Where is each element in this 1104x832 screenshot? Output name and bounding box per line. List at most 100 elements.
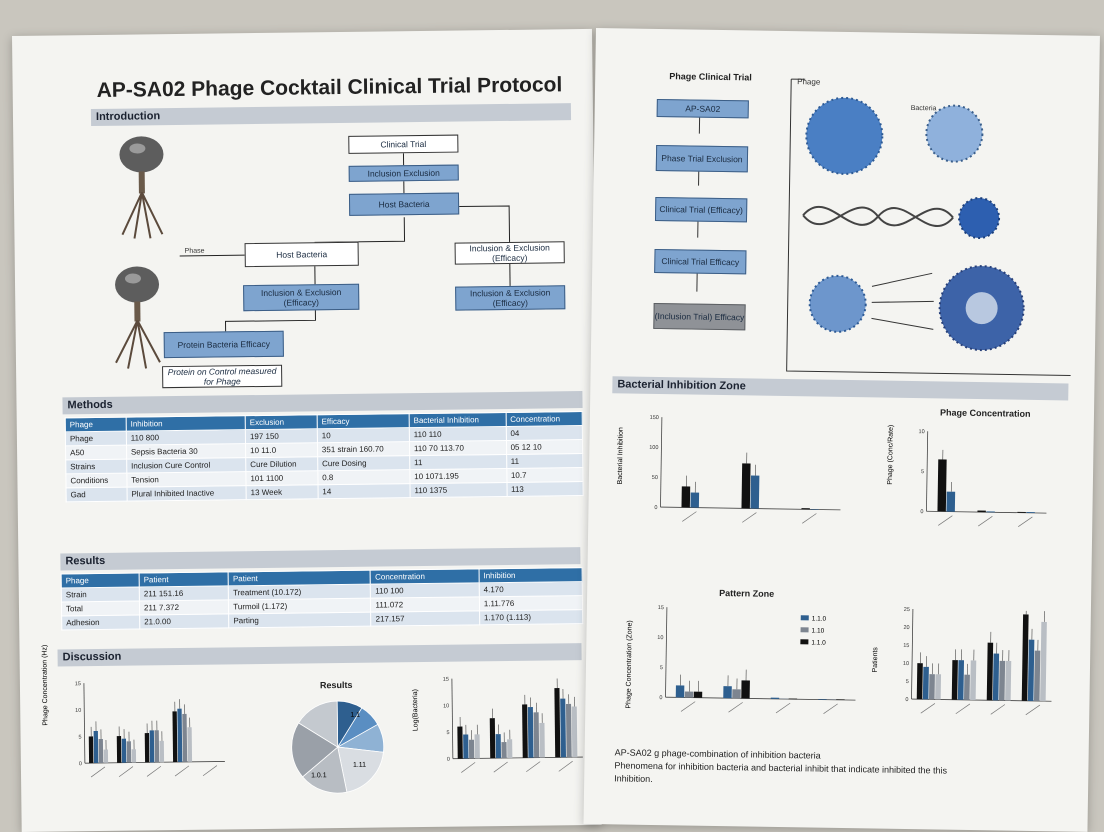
- x-tick-label: [202, 765, 218, 777]
- tick-label: 5: [446, 730, 449, 736]
- table-cell: A50: [65, 445, 127, 460]
- x-tick-label: [680, 701, 696, 712]
- table-header: Efficacy: [316, 413, 410, 429]
- table-cell: 21.0.00: [139, 613, 230, 629]
- flow-step: Clinical Trial (Efficacy): [654, 196, 748, 223]
- chart4-ylabel: Bacterial Inhibition: [616, 427, 625, 485]
- phage-diagram-label: Bacteria: [910, 104, 937, 113]
- bar: [565, 703, 572, 758]
- table-header: Exclusion: [245, 414, 318, 430]
- tick-label: 5: [921, 469, 924, 475]
- bar: [770, 697, 780, 699]
- results-pie-chart: [291, 700, 385, 794]
- bar: [788, 698, 798, 700]
- x-tick-label: [1025, 704, 1041, 716]
- flow-inclusion-efficacy: Inclusion & Exclusion (Efficacy): [243, 283, 360, 312]
- y-axis: [660, 417, 663, 508]
- inhibition-zone-bar-chart: 0 50 100 150: [649, 415, 841, 524]
- bar: [741, 463, 751, 509]
- bar: [986, 642, 994, 701]
- tick-label: 150: [650, 415, 659, 421]
- pie-title: Results: [319, 679, 353, 691]
- chart7-ylabel: Patients: [871, 647, 880, 673]
- y-axis: [926, 431, 929, 512]
- bar: [1026, 512, 1035, 513]
- table-header: Phage: [61, 572, 140, 588]
- table-cell: Phage: [65, 431, 127, 446]
- x-tick-label: [990, 704, 1006, 715]
- bar: [468, 739, 475, 759]
- table-cell: Strain: [61, 586, 140, 602]
- table-header: Inhibition: [125, 415, 246, 432]
- tick-label: 5: [906, 679, 909, 685]
- flow-inclusion-efficacy-right: Inclusion & Exclusion (Efficacy): [455, 285, 566, 311]
- concentration-chart-title: Phage Concentration: [939, 407, 1031, 419]
- table-cell: 211 151.16: [139, 585, 229, 601]
- bar: [187, 727, 193, 762]
- bar: [1027, 639, 1035, 701]
- tick-label: 10: [919, 429, 925, 435]
- table-cell: Plural Inhibited Inactive: [126, 485, 247, 502]
- table-cell: 04: [505, 425, 583, 441]
- table-cell: 05 12 10: [505, 439, 583, 455]
- bar: [489, 718, 496, 759]
- x-tick-label: [682, 511, 697, 522]
- pie-label: 1.11: [352, 761, 367, 769]
- bar: [474, 734, 480, 759]
- bar: [810, 509, 819, 511]
- bar: [750, 475, 760, 509]
- pie-slice: [298, 700, 339, 748]
- bar: [501, 742, 507, 759]
- bar: [1017, 511, 1026, 513]
- bar: [916, 663, 923, 700]
- bar: [527, 707, 534, 758]
- tick-label: 50: [652, 475, 658, 481]
- bar: [684, 691, 694, 698]
- chart6-ylabel: Phage Concentration (Zone): [625, 620, 634, 709]
- flow-step: AP-SA02: [656, 98, 749, 119]
- table-cell: 11: [409, 454, 507, 470]
- tick-label: 0: [654, 505, 657, 511]
- section-discussion: Discussion: [57, 643, 582, 667]
- table-cell: Total: [61, 600, 140, 616]
- bar: [827, 699, 836, 700]
- pie-label: 1.1: [350, 711, 361, 719]
- table-cell: Inclusion Cure Control: [126, 457, 246, 474]
- bar: [131, 749, 137, 763]
- bar: [1021, 614, 1029, 701]
- x-tick-label: [978, 515, 993, 527]
- phage-illustration: [115, 266, 161, 369]
- table-cell: 10: [317, 427, 410, 443]
- section-results: Results: [60, 547, 581, 571]
- bar: [571, 706, 578, 758]
- bar: [957, 660, 965, 700]
- table-cell: 351 strain 160.70: [317, 441, 410, 457]
- bar: [935, 674, 942, 700]
- bar: [507, 739, 513, 759]
- x-tick-label: [174, 765, 190, 777]
- bar: [992, 653, 1000, 701]
- table-cell: Cure Dosing: [317, 455, 410, 471]
- bar: [946, 491, 956, 512]
- phage-illustration: [119, 136, 164, 239]
- bar: [126, 741, 132, 763]
- legend-item: 1.1.0: [800, 613, 827, 625]
- tick-label: 0: [920, 509, 923, 515]
- bar: [457, 726, 463, 759]
- tick-label: 10: [75, 708, 81, 714]
- left-document-page: AP-SA02 Phage Cocktail Clinical Trial Pr…: [12, 28, 602, 832]
- table-header: Patient: [139, 571, 229, 587]
- table-cell: 110 1375: [409, 482, 507, 498]
- tick-label: 5: [660, 665, 663, 671]
- bar: [159, 740, 165, 763]
- phage-particle-icon: [805, 96, 884, 175]
- x-tick-label: [955, 703, 971, 715]
- x-tick-label: [920, 703, 936, 714]
- table-cell: 217.157: [371, 610, 480, 627]
- bar: [121, 738, 127, 763]
- bar: [693, 691, 703, 698]
- tick-label: 15: [903, 643, 909, 649]
- table-cell: Parting: [228, 612, 372, 628]
- table-cell: 10.7: [506, 467, 583, 483]
- table-cell: Cure Dilution: [245, 456, 318, 472]
